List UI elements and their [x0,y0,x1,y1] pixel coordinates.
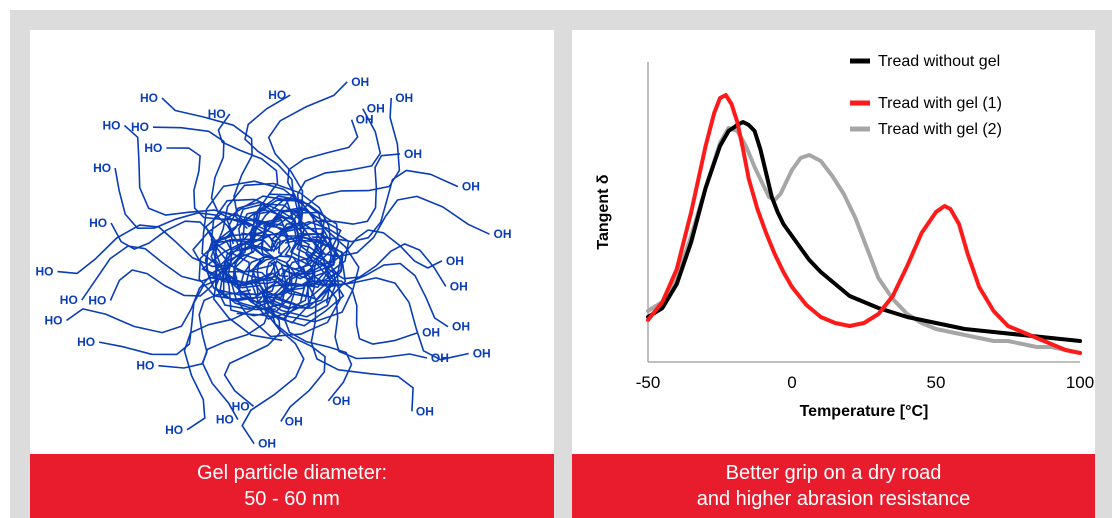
polymer-chain: OH [310,278,449,365]
x-tick-label: 50 [927,373,946,392]
polymer-chain: OH [241,294,305,451]
hydroxyl-group-label: OH [404,147,422,161]
y-axis-label: Tangent δ [595,174,612,249]
polymer-chain: OH [313,262,470,334]
polymer-chain: HO [93,161,237,241]
slide-background: OH OH OH OH OH OH OH OH OH HO HO HO HO HO HO HO HO HO HO HO… [10,10,1112,518]
polymer-chain: HO [131,120,252,227]
polymer-chain: HO [36,224,232,279]
hydroxyl-group-label: OH [450,279,468,293]
polymer-chain: HO [244,88,294,221]
polymer-chain: OH [318,195,512,258]
tan-delta-chart: -50 0 50 100 Temperature [°C] Tangent δ Tread … [595,53,1094,420]
polymer-chain: OH [270,295,326,428]
hydroxyl-group-label: HO [216,413,234,427]
legend-entry: Tread with gel (2) [850,121,1002,138]
hydroxyl-group-label: HO [131,120,149,134]
tan-delta-chart-panel: -50 0 50 100 Temperature [°C] Tangent δ Tread … [572,30,1095,454]
polymer-chain: HO [89,216,232,257]
hydroxyl-group-label: OH [285,414,303,428]
hydroxyl-group-label: OH [452,320,470,334]
hydroxyl-group-label: HO [89,216,107,230]
x-tick-label: 100 [1066,373,1094,392]
particle-diameter-caption: Gel particle diameter: 50 - 60 nm [30,454,554,518]
hydroxyl-group-label: HO [88,294,106,308]
hydroxyl-group-label: HO [208,107,226,121]
x-tick-label: -50 [636,373,661,392]
polymer-chain: OH [296,102,385,228]
hydroxyl-group-label: OH [258,437,276,451]
polymer-chain: OH [306,283,434,418]
hydroxyl-group-label: OH [332,394,350,408]
polymer-chain: OH [267,75,369,224]
hydroxyl-group-label: HO [165,423,183,437]
legend-entry: Tread without gel [850,53,1000,70]
polymer-chain: OH [308,277,491,361]
polymer-chain: HO [140,91,253,228]
polymer-chain: OH [318,229,464,269]
legend-label: Tread with gel (2) [878,121,1002,138]
polymer-chain: OH [296,91,413,226]
hydroxyl-group-label: HO [140,91,158,105]
hydroxyl-group-label: OH [356,113,374,127]
hydroxyl-group-label: HO [136,359,154,373]
series-line-2 [646,93,1082,355]
polymer-chain: HO [208,107,279,224]
hydroxyl-group-label: HO [93,161,111,175]
polymer-chain: HO [144,141,254,226]
polymer-chain: OH [318,243,468,293]
hydroxyl-group-label: OH [351,75,369,89]
polymer-chain: HO [201,295,270,427]
hydroxyl-group-label: HO [36,265,54,279]
hydroxyl-group-label: HO [268,88,286,102]
hydroxyl-group-label: OH [416,404,434,418]
hydroxyl-group-label: OH [473,347,491,361]
polymer-chain: HO [77,276,238,356]
polymer-chain: OH [300,147,422,229]
polymer-chain: OH [284,291,353,408]
polymer-chain: OH [311,169,480,243]
polymer-chain: HO [165,294,265,437]
series-line-1 [646,120,1082,343]
gel-particle-panel: OH OH OH OH OH OH OH OH OH HO HO HO HO HO HO HO HO HO HO HO… [30,30,554,454]
hydroxyl-group-label: OH [395,91,413,105]
caption-line: 50 - 60 nm [244,488,340,510]
polymer-chain: HO [223,294,281,413]
legend-label: Tread without gel [878,53,1000,70]
hydroxyl-group-label: OH [422,326,440,340]
x-tick-label: 0 [787,373,796,392]
hydroxyl-group-label: OH [367,102,385,116]
hydroxyl-group-label: OH [462,180,480,194]
legend-entry: Tread with gel (1) [850,95,1002,112]
polymer-chain: HO [136,289,252,373]
caption-line: and higher abrasion resistance [696,488,971,510]
x-axis-label: Temperature [°C] [800,403,929,420]
polymer-chain: HO [60,245,233,307]
polymer-chain: OH [309,280,440,345]
legend-label: Tread with gel (1) [878,95,1002,112]
polymer-chain: OH [287,113,374,228]
hydroxyl-group-label: HO [45,314,63,328]
caption-line: Better grip on a dry road [725,462,942,484]
hydroxyl-group-label: HO [144,141,162,155]
hydroxyl-group-label: OH [446,254,464,268]
caption-line: Gel particle diameter: [196,462,388,484]
gel-particle-illustration: OHOHOHOHOHOHOHOHOHHOHOHOHOHOHOHOHOHOHOHO… [36,75,512,451]
polymer-chain: HO [88,261,232,308]
grip-caption: Better grip on a dry road and higher abr… [572,454,1095,518]
hydroxyl-group-label: HO [77,335,95,349]
hydroxyl-group-label: OH [494,227,512,241]
hydroxyl-group-label: HO [103,119,121,133]
hydroxyl-group-label: HO [232,399,250,413]
polymer-chain: HO [103,119,248,230]
hydroxyl-group-label: HO [60,293,78,307]
hydroxyl-group-label: OH [431,351,449,365]
